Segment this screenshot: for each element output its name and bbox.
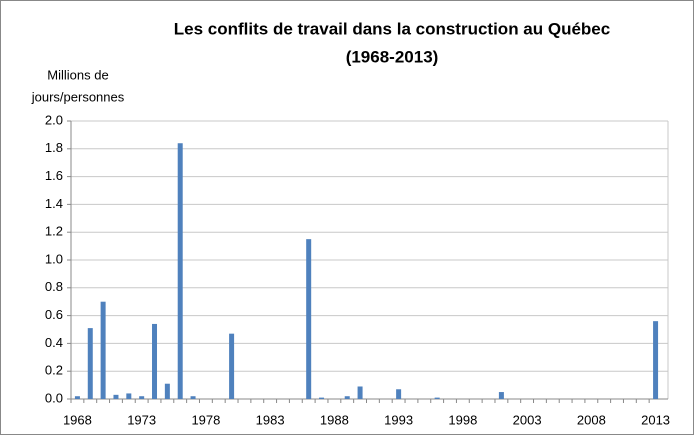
bar	[126, 393, 132, 399]
y-tick-label: 2.0	[45, 112, 63, 127]
x-tick-label: 1973	[127, 412, 156, 427]
bar	[74, 396, 80, 399]
bar	[319, 397, 325, 399]
bar	[434, 397, 440, 399]
y-tick-label: 0.6	[45, 307, 63, 322]
y-tick-label: 0.0	[45, 390, 63, 405]
x-tick-label: 1998	[448, 412, 477, 427]
bar	[498, 392, 504, 399]
bar	[357, 386, 363, 399]
bar	[139, 396, 145, 399]
y-tick-label: 1.4	[45, 196, 63, 211]
y-axis-label: Millions de	[47, 67, 108, 82]
bar	[396, 389, 402, 399]
x-tick-label: 2013	[641, 412, 670, 427]
y-axis-label: jours/personnes	[31, 89, 125, 104]
x-tick-label: 1968	[63, 412, 92, 427]
y-tick-label: 1.2	[45, 224, 63, 239]
x-tick-label: 2003	[513, 412, 542, 427]
chart-title: (1968-2013)	[346, 47, 439, 66]
bar	[152, 323, 158, 399]
bar	[87, 328, 93, 399]
y-tick-label: 1.6	[45, 168, 63, 183]
bar	[653, 321, 659, 399]
bar	[229, 333, 235, 399]
y-tick-label: 0.2	[45, 363, 63, 378]
x-tick-label: 1978	[191, 412, 220, 427]
bar	[100, 301, 106, 399]
y-tick-label: 0.4	[45, 335, 63, 350]
y-tick-label: 0.8	[45, 279, 63, 294]
x-tick-label: 1983	[256, 412, 285, 427]
x-tick-label: 2008	[577, 412, 606, 427]
bar	[190, 396, 196, 399]
bar	[344, 396, 350, 399]
bar	[177, 143, 183, 399]
x-tick-label: 1988	[320, 412, 349, 427]
bar	[164, 383, 170, 399]
bar	[113, 394, 119, 399]
y-tick-label: 1.0	[45, 251, 63, 266]
y-tick-label: 1.8	[45, 140, 63, 155]
chart-title: Les conflits de travail dans la construc…	[174, 19, 610, 38]
bar	[306, 239, 312, 399]
x-tick-label: 1993	[384, 412, 413, 427]
